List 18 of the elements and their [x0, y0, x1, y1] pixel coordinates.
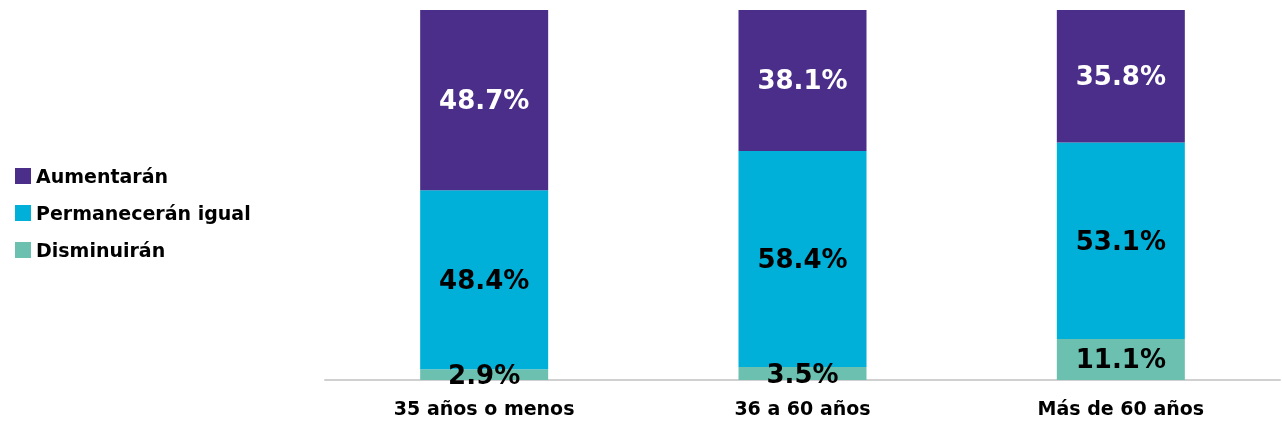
legend-label: Permanecerán igual [36, 202, 251, 224]
x-tick-label: Más de 60 años [1037, 396, 1205, 419]
bar [1056, 10, 1185, 143]
legend-label: Disminuirán [36, 239, 166, 261]
data-label: 3.5% [766, 358, 839, 389]
x-tick-label: 35 años o menos [393, 396, 575, 419]
data-label: 35.8% [1075, 61, 1166, 92]
data-label: 48.4% [439, 264, 530, 295]
bar [420, 10, 549, 191]
data-label: 38.1% [757, 65, 848, 96]
data-label: 58.4% [757, 244, 848, 275]
data-label: 53.1% [1075, 225, 1166, 256]
bar [1056, 142, 1185, 339]
data-label: 48.7% [439, 85, 530, 116]
data-label: 11.1% [1075, 344, 1166, 375]
x-tick-label: 36 a 60 años [734, 396, 871, 419]
bar [738, 10, 867, 151]
legend-label: Aumentarán [36, 165, 169, 187]
